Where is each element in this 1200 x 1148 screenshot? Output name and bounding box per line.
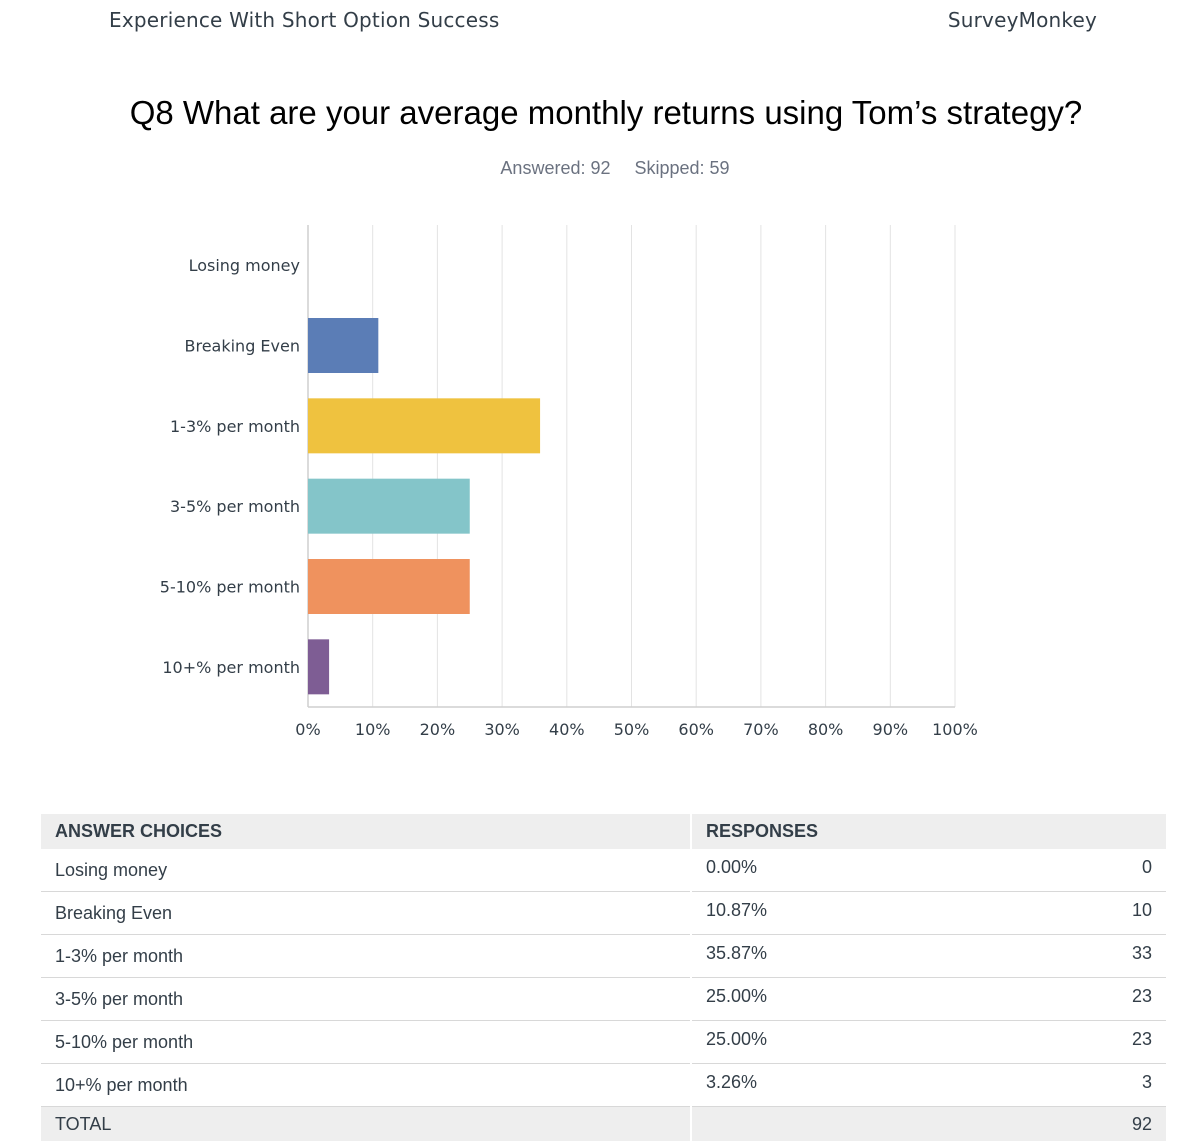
response-percent: 25.00% (691, 977, 1001, 1021)
response-percent: 35.87% (691, 934, 1001, 978)
total-percent-empty (691, 1106, 1001, 1141)
bar (308, 318, 379, 373)
answer-choice: 5-10% per month (41, 1020, 692, 1064)
category-label: Losing money (189, 256, 300, 275)
total-count: 92 (1000, 1106, 1166, 1141)
response-count: 0 (1000, 849, 1166, 892)
category-label: 5-10% per month (160, 578, 300, 597)
total-label: TOTAL (41, 1106, 692, 1141)
table-row: 3-5% per month 25.00% 23 (41, 977, 1166, 1021)
response-count: 3 (1000, 1063, 1166, 1107)
x-tick-label: 70% (743, 720, 779, 739)
table-row: 10+% per month 3.26% 3 (41, 1063, 1166, 1107)
response-count: 23 (1000, 1020, 1166, 1064)
answer-choice: 10+% per month (41, 1063, 692, 1107)
answered-count: Answered: 92 (500, 158, 611, 178)
x-tick-label: 50% (614, 720, 650, 739)
table-row: Breaking Even 10.87% 10 (41, 891, 1166, 935)
question-title: Q8 What are your average monthly returns… (129, 94, 1083, 131)
response-percent: 0.00% (691, 849, 1001, 892)
x-tick-label: 90% (873, 720, 909, 739)
bar (308, 639, 330, 695)
response-count: 10 (1000, 891, 1166, 935)
responses-table: ANSWER CHOICES RESPONSES Losing money 0.… (41, 814, 1166, 1141)
response-count: 33 (1000, 934, 1166, 978)
x-tick-label: 10% (355, 720, 391, 739)
answer-choice: Breaking Even (41, 891, 692, 935)
bar (308, 398, 541, 454)
skipped-count: Skipped: 59 (634, 158, 730, 178)
x-tick-label: 100% (932, 720, 978, 739)
x-tick-label: 0% (295, 720, 320, 739)
response-percent: 25.00% (691, 1020, 1001, 1064)
x-tick-label: 60% (678, 720, 714, 739)
brand-name: SurveyMonkey (947, 8, 1097, 32)
response-percent: 10.87% (691, 891, 1001, 935)
bar (308, 478, 470, 534)
response-count: 23 (1000, 977, 1166, 1021)
response-stats: Answered: 92 Skipped: 59 (0, 158, 1200, 179)
bar (308, 559, 470, 614)
responses-header: RESPONSES (691, 814, 1166, 849)
table-row: Losing money 0.00% 0 (41, 849, 1166, 892)
answer-choice: 1-3% per month (41, 934, 692, 978)
answer-choices-header: ANSWER CHOICES (41, 814, 692, 849)
total-row: TOTAL 92 (41, 1106, 1166, 1141)
response-percent: 3.26% (691, 1063, 1001, 1107)
x-tick-label: 40% (549, 720, 585, 739)
survey-title: Experience With Short Option Success (109, 8, 500, 32)
bar-chart: 0% 10% 20% 30% 40% 50% 60% 70% 80% 90% 100% Losing … (160, 225, 978, 739)
x-tick-label: 20% (420, 720, 456, 739)
category-label: 1-3% per month (170, 417, 300, 436)
x-tick-label: 80% (808, 720, 844, 739)
x-tick-label: 30% (484, 720, 520, 739)
category-label: 10+% per month (162, 658, 300, 677)
table-row: 1-3% per month 35.87% 33 (41, 934, 1166, 978)
category-label: 3-5% per month (170, 497, 300, 516)
answer-choice: 3-5% per month (41, 977, 692, 1021)
table-row: 5-10% per month 25.00% 23 (41, 1020, 1166, 1064)
category-label: Breaking Even (184, 337, 300, 356)
table-header-row: ANSWER CHOICES RESPONSES (41, 814, 1166, 849)
answer-choice: Losing money (41, 849, 692, 892)
